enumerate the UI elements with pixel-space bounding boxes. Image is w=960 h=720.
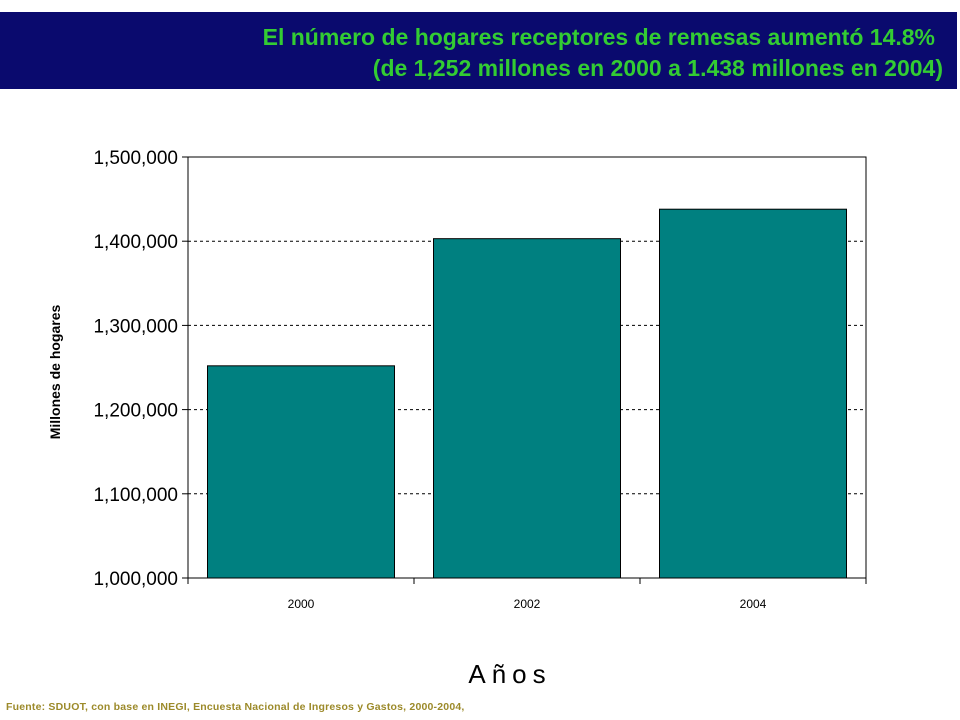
title-banner: El número de hogares receptores de remes…: [0, 12, 957, 89]
y-tick-label: 1,100,000: [93, 485, 178, 506]
x-axis-label: Años: [468, 659, 551, 689]
y-axis-label: Millones de hogares: [47, 304, 63, 439]
bars: [207, 208, 847, 579]
footer-source: Fuente: SDUOT, con base en INEGI, Encues…: [6, 701, 465, 713]
y-tick-label: 1,400,000: [93, 232, 178, 253]
bar-2002: [433, 238, 621, 579]
chart-title-line-2: (de 1,252 millones en 2000 a 1.438 millo…: [372, 55, 943, 81]
y-tick-label: 1,300,000: [93, 316, 178, 337]
x-tick-label: 2002: [514, 597, 541, 611]
bar-2004: [659, 208, 847, 579]
plot-frame: [187, 156, 867, 579]
y-tick-labels: 1,000,000 1,100,000 1,200,000 1,300,000 1,40…: [93, 148, 178, 590]
x-tick-label: 2004: [740, 597, 767, 611]
y-tick-label: 1,500,000: [93, 148, 178, 169]
y-tick-label: 1,200,000: [93, 401, 178, 422]
x-tick-label: 2000: [288, 597, 315, 611]
axes: [182, 156, 867, 584]
chart-title-line-1: El número de hogares receptores de remes…: [262, 24, 935, 50]
y-tick-label: 1,000,000: [93, 569, 178, 590]
bar-2000: [207, 365, 395, 579]
x-tick-labels: 2000 2002 2004: [288, 597, 767, 611]
